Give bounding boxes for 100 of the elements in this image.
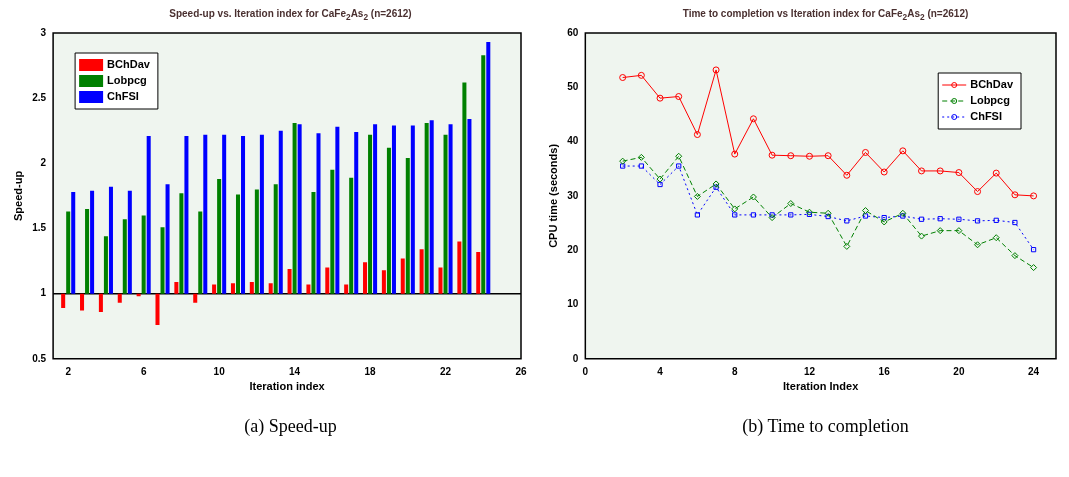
point [1030,192,1038,200]
point [880,218,888,226]
x-axis-title: Iteration index [249,380,326,393]
point [899,209,907,217]
bar [127,190,132,294]
point [694,212,701,218]
bar [90,190,95,294]
bar [184,135,189,294]
point [675,152,683,160]
bar [61,293,66,308]
point [844,218,850,224]
bar [212,284,217,294]
bar [235,194,241,294]
point [956,216,962,222]
point [937,216,943,222]
point [693,192,701,200]
bar [486,42,491,294]
bar [71,191,76,294]
point [768,151,776,159]
y-tick-label: 3 [40,26,47,38]
bar [174,281,179,294]
point [824,152,832,160]
point [936,227,944,235]
bar [297,124,302,294]
point [769,212,775,218]
x-tick-label: 16 [878,365,891,377]
bar [155,293,160,325]
bar [457,241,462,294]
x-tick-label: 14 [289,365,301,377]
x-tick-label: 2 [65,365,72,377]
point [955,227,963,235]
bar [198,211,203,294]
bar [80,293,85,311]
point [750,212,757,218]
point [693,131,701,139]
bar [193,293,198,303]
point [824,209,832,217]
chart-title: Time to completion vs Iteration index for CaFe$_{2}$As$_{2}$ (n=2612) [681,8,970,24]
bar [467,119,472,294]
y-tick-label: 2 [40,157,47,169]
bar [259,134,264,294]
bar [325,267,330,294]
bar [335,126,340,294]
y-tick-label: 0.5 [32,352,47,364]
bar [268,283,273,294]
x-axis-title: Iteration Index [783,380,860,393]
point [843,242,851,250]
point [992,234,1000,242]
y-tick-label: 2.5 [32,91,47,103]
point [676,163,682,169]
bar [438,267,443,294]
point [918,216,925,222]
bar [122,219,127,294]
bar [179,193,184,294]
point [749,115,757,123]
point [1011,191,1019,199]
bar [481,55,486,294]
bar [292,122,297,294]
point [657,181,663,188]
point [619,157,627,165]
bar [424,122,429,294]
x-tick-label: 24 [1028,365,1040,377]
x-tick-label: 20 [953,365,965,377]
point [861,148,869,156]
bar [476,251,481,294]
point [619,74,627,82]
y-tick-label: 30 [567,189,579,201]
point [936,167,944,175]
bar [373,124,378,294]
bar [278,130,283,294]
point [656,175,664,183]
legend-label: ChFSI [970,110,1002,123]
y-tick-label: 20 [567,243,579,255]
point [1030,264,1038,272]
bar [249,281,254,294]
point [955,169,963,177]
bar [217,178,222,294]
bar [66,211,71,294]
point [675,93,683,101]
bar [273,184,278,294]
bar [160,227,165,294]
point [638,163,644,169]
bar [254,189,259,294]
x-tick-label: 18 [364,365,377,377]
point [637,153,645,161]
point [713,184,719,190]
bar [117,293,122,303]
point [974,241,982,249]
x-tick-label: 10 [213,365,226,377]
bar [141,215,146,294]
legend-label: Lobpcg [970,94,1010,107]
y-axis-title: Speed-up [11,170,24,221]
y-axis-title: CPU time (seconds) [546,143,559,248]
point [1012,219,1018,226]
y-tick-label: 60 [567,26,579,38]
point [788,212,794,218]
x-tick-label: 0 [582,365,589,377]
point [712,180,720,188]
bar [306,284,311,294]
chart-title: Speed-up vs. Iteration index for CaFe$_{2}$As$_{2}$ (n=2612) [168,8,413,24]
